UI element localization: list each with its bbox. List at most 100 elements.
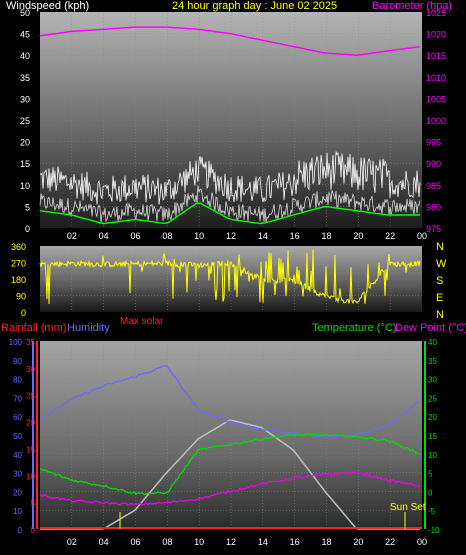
wind-barometer-panel: Windspeed (kph) 24 hour graph day : June…: [6, 0, 452, 241]
temperature-tick-label: 30: [428, 376, 437, 385]
temperature-tick-label: 20: [428, 413, 437, 422]
x-tick-label: 22: [385, 537, 395, 547]
x-tick-label: 10: [194, 231, 204, 241]
temperature-tick-label: 40: [428, 338, 437, 347]
direction-tick-label: 180: [11, 275, 26, 285]
x-tick-label: 18: [321, 537, 331, 547]
rainfall-tick-label: 25: [26, 392, 35, 401]
wind-speed-line: [39, 185, 421, 223]
barometer-axis-label: Barometer (hpa): [372, 0, 452, 12]
x-tick-label: 08: [162, 537, 172, 547]
temperature-tick-label: -5: [428, 507, 436, 516]
x-tick-label: 02: [67, 231, 77, 241]
x-tick-label: 14: [258, 537, 268, 547]
rainfall-tick-label: 5: [31, 499, 36, 508]
x-tick-label: 18: [321, 231, 331, 241]
windspeed-tick-label: 20: [20, 138, 30, 148]
barometer-ticks: 1025 1020 1015 1010 1005 1000 995 990 985 980 975: [426, 8, 446, 234]
rainfall-tick-label: 15: [26, 445, 35, 454]
rainfall-tick-label: 20: [26, 419, 35, 428]
windspeed-tick-label: 50: [20, 8, 30, 18]
x-tick-label: 04: [99, 537, 109, 547]
humidity-tick-label: 80: [13, 376, 22, 385]
barometer-tick-label: 990: [426, 159, 441, 169]
temperature-tick-label: 15: [428, 432, 437, 441]
windspeed-tick-label: 40: [20, 51, 30, 61]
compass-label: S: [436, 275, 443, 287]
barometer-tick-label: 985: [426, 181, 441, 191]
compass-label: E: [436, 292, 443, 304]
compass-label: N: [436, 309, 444, 321]
direction-series: [39, 249, 421, 305]
humidity-axis-label: Humidity: [67, 322, 110, 334]
x-tick-label: 16: [290, 537, 300, 547]
temperature-tick-label: 35: [428, 357, 437, 366]
temperature-axis-label: Temperature (°C): [312, 322, 396, 334]
max-solar-label: Max solar: [120, 316, 164, 327]
sunset-label: Sun Set: [390, 502, 426, 513]
windspeed-tick-label: 35: [20, 73, 30, 83]
windspeed-tick-label: 5: [25, 202, 30, 212]
x-tick-label: 02: [67, 537, 77, 547]
average-wind-line: [39, 202, 420, 225]
temperature-tick-label: -10: [428, 526, 440, 535]
humidity-line: [39, 364, 421, 439]
series-group: [39, 26, 421, 225]
barometer-tick-label: 995: [426, 138, 441, 148]
x-tick-label: 06: [130, 231, 140, 241]
windspeed-tick-label: 25: [20, 116, 30, 126]
temperature-tick-label: 5: [428, 470, 433, 479]
barometer-tick-label: 1010: [426, 73, 446, 83]
humidity-tick-label: 50: [13, 432, 22, 441]
rainfall-ticks: 35 30 25 20 15 10 5 0: [26, 338, 35, 535]
x-tick-label: 00: [417, 231, 427, 241]
x-tick-label: 20: [353, 537, 363, 547]
barometer-tick-label: 975: [426, 224, 441, 234]
windspeed-tick-label: 30: [20, 94, 30, 104]
windspeed-tick-label: 0: [25, 224, 30, 234]
rainfall-tick-label: 0: [31, 526, 36, 535]
barometer-tick-label: 980: [426, 202, 441, 212]
direction-tick-label: 90: [16, 292, 26, 302]
x-tick-label: 12: [226, 231, 236, 241]
humidity-tick-label: 10: [13, 507, 22, 516]
rainfall-tick-label: 30: [26, 365, 35, 374]
barometer-line: [39, 26, 421, 56]
x-tick-label: 16: [290, 231, 300, 241]
x-tick-label: 04: [99, 231, 109, 241]
chart-title: 24 hour graph day : June 02 2025: [172, 0, 337, 12]
direction-ticks: 360 270 180 90 0: [11, 242, 26, 318]
barometer-tick-label: 1020: [426, 30, 446, 40]
humidity-tick-label: 70: [13, 394, 22, 403]
temperature-tick-label: 25: [428, 394, 437, 403]
x-tick-label: 06: [130, 537, 140, 547]
temperature-humidity-panel: Max solar Rainfall (mm) Humidity Tempera…: [1, 316, 466, 547]
compass-label: N: [436, 241, 444, 253]
rainfall-axis-label: Rainfall (mm): [1, 322, 66, 334]
x-tick-label: 08: [162, 231, 172, 241]
humidity-tick-label: 100: [9, 338, 23, 347]
x-tick-label: 14: [258, 231, 268, 241]
windspeed-axis-label: Windspeed (kph): [6, 0, 89, 12]
temperature-ticks: 40 35 30 25 20 15 10 5 0 -5 -10: [428, 338, 440, 535]
temperature-line: [39, 433, 421, 496]
humidity-tick-label: 60: [13, 413, 22, 422]
x-tick-label: 10: [194, 537, 204, 547]
barometer-tick-label: 1015: [426, 51, 446, 61]
rainfall-tick-label: 10: [26, 472, 35, 481]
windspeed-tick-label: 10: [20, 181, 30, 191]
humidity-tick-label: 40: [13, 451, 22, 460]
rainfall-tick-label: 35: [26, 338, 35, 347]
x-axis-ticks: 02 04 06 08 10 12 14 16 18 20 22 00: [67, 231, 427, 241]
x-tick-label: 20: [353, 231, 363, 241]
humidity-tick-label: 0: [18, 526, 23, 535]
x-tick-label: 00: [417, 537, 427, 547]
humidity-tick-label: 90: [13, 357, 22, 366]
compass-label: W: [436, 258, 447, 270]
barometer-tick-label: 1005: [426, 94, 446, 104]
